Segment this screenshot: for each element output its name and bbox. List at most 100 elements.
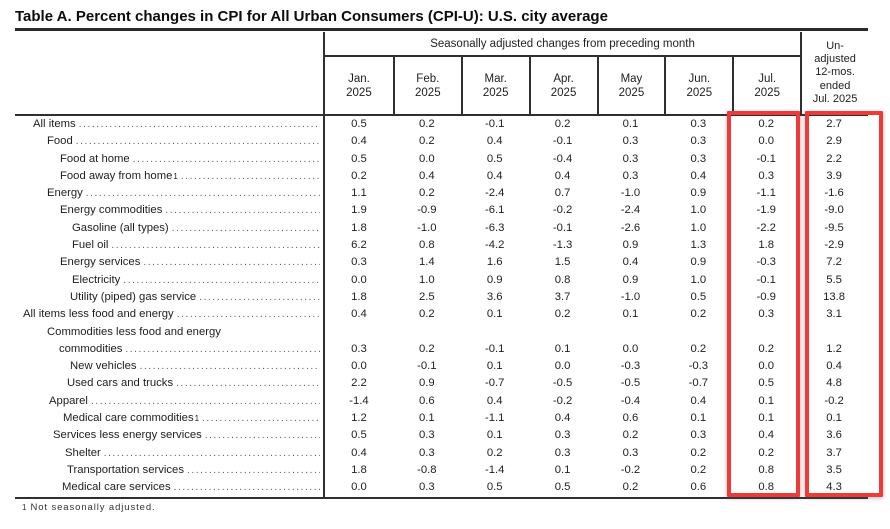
- cell-jul-2025: -0.9: [756, 290, 776, 303]
- cell-jan-2025: 1.9: [351, 204, 367, 217]
- cell-mar-2025: -0.1: [484, 342, 505, 355]
- cell-may-2025: 0.9: [622, 239, 639, 252]
- row-label-text: Energy commodities: [60, 204, 163, 217]
- cell-12-mos-ended-jul-2025: -2.9: [824, 239, 844, 252]
- row-label: Used cars and trucks: [15, 375, 325, 393]
- highlight-box-jul-2025-column: [727, 111, 800, 497]
- dot-leader: [181, 168, 320, 185]
- row-label: Transportation services: [15, 461, 325, 480]
- cell-jul-2025: -0.1: [756, 273, 776, 286]
- table-row: Used cars and trucks 2.2 0.9 -0.7 -0.5 -0.5 -0…: [15, 375, 868, 393]
- cell-12-mos-ended-jul-2025: -1.6: [824, 187, 844, 200]
- cell-jan-2025: 0.4: [351, 446, 367, 459]
- row-label: Medical care services: [15, 479, 325, 497]
- column-header-apr-2025: Apr. 2025: [528, 57, 597, 114]
- footnote: 1 Not seasonally adjusted.: [22, 502, 156, 513]
- cell-feb-2025: 1.0: [418, 273, 435, 286]
- cell-jul-2025: 1.8: [758, 239, 775, 252]
- row-label-text: Energy: [47, 187, 83, 200]
- cell-apr-2025: -0.4: [552, 152, 573, 165]
- cell-jul-2025: 0.0: [758, 135, 775, 148]
- cell-12-mos-ended-jul-2025: 3.9: [826, 169, 842, 182]
- table-row: Utility (piped) gas service 1.8 2.5 3.6 3.7 -…: [15, 288, 868, 307]
- row-label: Utility (piped) gas service: [15, 288, 325, 307]
- row-label-text: Services less energy services: [53, 429, 202, 442]
- cell-jun-2025: 0.4: [690, 169, 707, 182]
- cell-jan-2025: 1.8: [351, 290, 367, 303]
- cell-feb-2025: -1.0: [417, 221, 437, 234]
- cell-mar-2025: 0.9: [486, 273, 503, 286]
- row-label: Food away from home 1: [15, 167, 325, 186]
- table-row: Energy 1.1 0.2 -2.4 0.7 -1.0 0.9 -1.1 -1.6: [15, 185, 868, 203]
- cell-may-2025: 0.2: [622, 481, 639, 494]
- cell-jan-2025: 0.5: [351, 152, 367, 165]
- cell-12-mos-ended-jul-2025: 2.7: [826, 118, 842, 130]
- cell-jan-2025: 0.4: [351, 308, 367, 321]
- cell-jul-2025: 0.2: [758, 446, 775, 459]
- cell-jul-2025: 0.8: [758, 481, 775, 494]
- cell-feb-2025: 0.9: [418, 377, 435, 390]
- cell-jan-2025: 0.3: [351, 342, 367, 355]
- table-row: Electricity 0.0 1.0 0.9 0.8 0.9 1.0 -0.1 5.5: [15, 271, 868, 289]
- cell-mar-2025: 0.2: [486, 446, 503, 459]
- cell-mar-2025: -6.3: [484, 221, 505, 234]
- table-row: New vehicles 0.0 -0.1 0.1 0.0 -0.3 -0.3 0.0 0.4: [15, 358, 868, 376]
- dot-leader: [176, 375, 320, 392]
- cell-jun-2025: 0.4: [690, 394, 707, 407]
- row-label-text: Food at home: [60, 152, 130, 165]
- row-label: Food: [15, 133, 325, 151]
- cell-feb-2025: 0.6: [418, 394, 435, 407]
- row-label-text: Medical care commodities: [63, 412, 194, 425]
- title-underline: [15, 28, 868, 31]
- row-label: Services less energy services: [15, 427, 325, 445]
- column-header-mar-2025: Mar. 2025: [460, 57, 529, 114]
- cell-feb-2025: 0.2: [418, 187, 435, 200]
- row-label: Apparel: [15, 392, 325, 411]
- page-title: Table A. Percent changes in CPI for All …: [15, 8, 608, 25]
- cell-jul-2025: 0.8: [758, 463, 775, 476]
- dot-leader: [172, 220, 320, 237]
- cpi-table: Seasonally adjusted changes from precedi…: [15, 32, 868, 499]
- row-label-text: Fuel oil: [72, 239, 109, 252]
- row-label: Shelter: [15, 444, 325, 462]
- table-row: Commodities less food and energy commodit…: [15, 323, 868, 359]
- cell-jun-2025: 0.2: [690, 308, 707, 321]
- row-label-text: Food: [47, 135, 73, 148]
- cell-may-2025: 0.3: [622, 135, 639, 148]
- stub-header-cell: [15, 32, 325, 114]
- table-row: Food at home 0.5 0.0 0.5 -0.4 0.3 0.3 -0.1 2.2: [15, 150, 868, 168]
- cell-may-2025: 0.4: [622, 256, 639, 269]
- cell-apr-2025: 0.3: [554, 429, 571, 442]
- table-row: Apparel -1.4 0.6 0.4 -0.2 -0.4 0.4 0.1 -0.2: [15, 392, 868, 411]
- cell-feb-2025: 0.3: [418, 446, 435, 459]
- row-label-text: Utility (piped) gas service: [70, 290, 197, 303]
- cell-may-2025: -0.5: [620, 377, 641, 390]
- cell-jan-2025: 6.2: [351, 239, 367, 252]
- column-header-jan-2025: Jan. 2025: [346, 72, 372, 99]
- cell-jan-2025: 0.5: [351, 429, 367, 442]
- cell-jun-2025: 0.3: [690, 135, 707, 148]
- cell-12-mos-ended-jul-2025: 3.5: [826, 463, 842, 476]
- cell-jan-2025: 1.8: [351, 221, 367, 234]
- dot-leader: [125, 341, 320, 358]
- highlight-box-12-mos-column: [805, 111, 883, 497]
- dot-leader: [86, 185, 320, 202]
- row-label-text: Food away from home: [60, 169, 173, 182]
- cell-may-2025: 0.1: [622, 308, 639, 321]
- cell-jan-2025: -1.4: [349, 394, 369, 407]
- cell-12-mos-ended-jul-2025: 4.3: [826, 481, 842, 494]
- cell-jun-2025: 0.6: [690, 481, 707, 494]
- row-label-text: New vehicles: [70, 360, 137, 373]
- cell-apr-2025: 0.7: [554, 187, 571, 200]
- row-label: Electricity: [15, 271, 325, 289]
- cell-jul-2025: 0.1: [758, 394, 775, 407]
- cell-may-2025: 0.2: [622, 429, 639, 442]
- cell-apr-2025: -0.2: [552, 204, 573, 217]
- cell-jan-2025: 0.0: [351, 360, 367, 373]
- cell-mar-2025: 3.6: [486, 290, 503, 303]
- cell-feb-2025: 0.4: [418, 169, 435, 182]
- cell-feb-2025: 0.2: [418, 135, 435, 148]
- cell-jan-2025: 0.0: [351, 481, 367, 494]
- cell-12-mos-ended-jul-2025: 2.9: [826, 135, 842, 148]
- row-label-text: Commodities less food and energy: [47, 325, 221, 338]
